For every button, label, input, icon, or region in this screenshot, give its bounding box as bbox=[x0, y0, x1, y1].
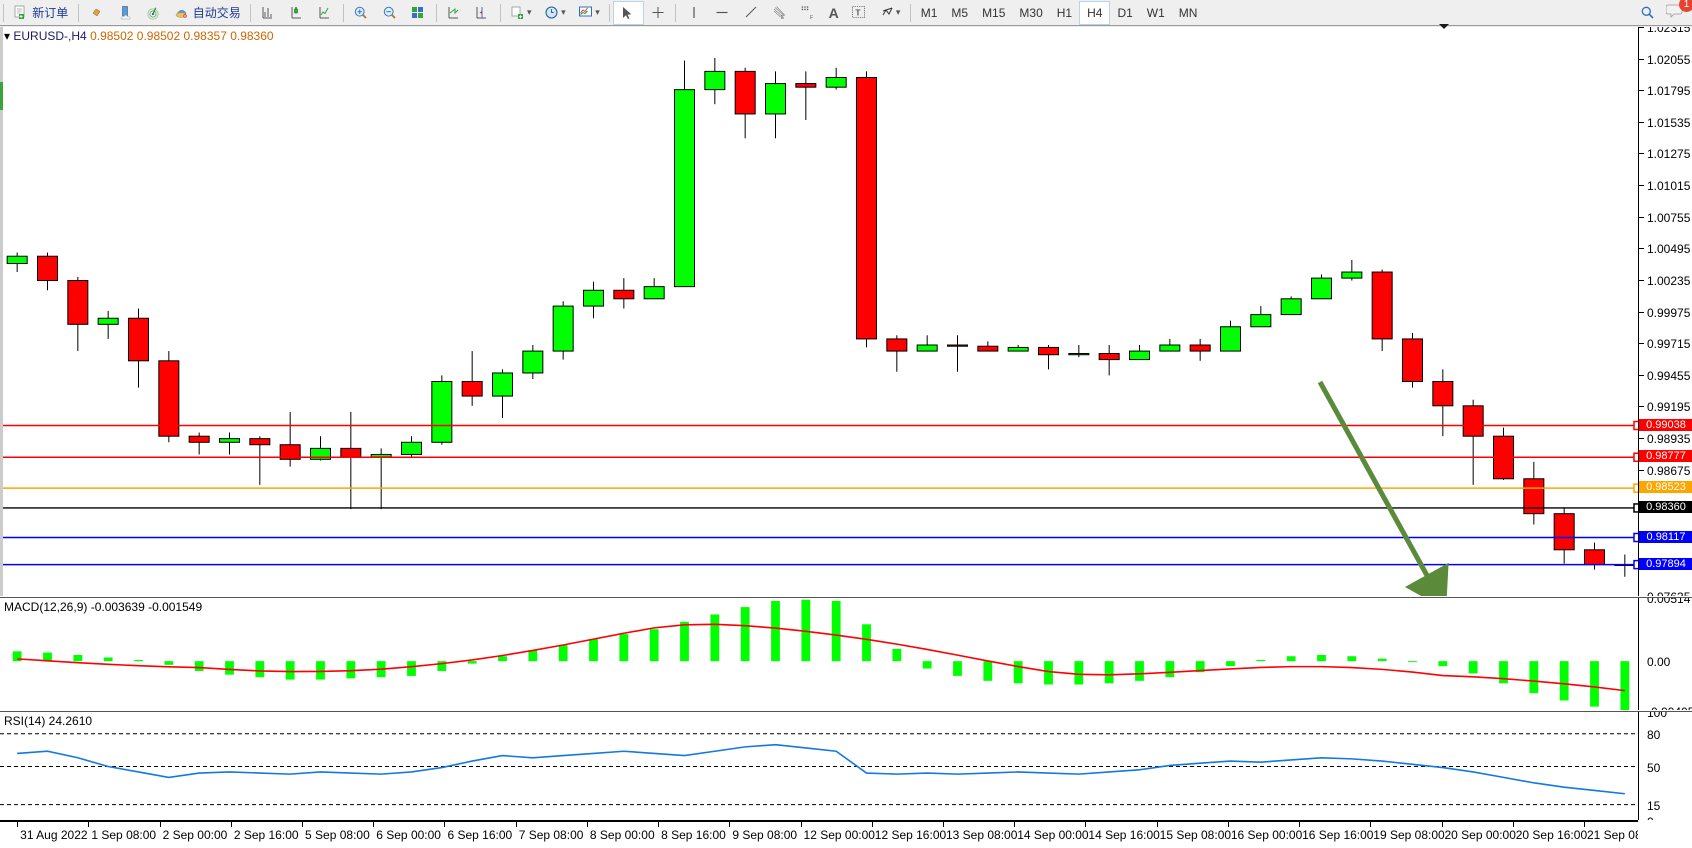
svg-text:F: F bbox=[810, 15, 813, 21]
svg-text:E: E bbox=[781, 15, 785, 21]
svg-text:T: T bbox=[856, 8, 861, 17]
